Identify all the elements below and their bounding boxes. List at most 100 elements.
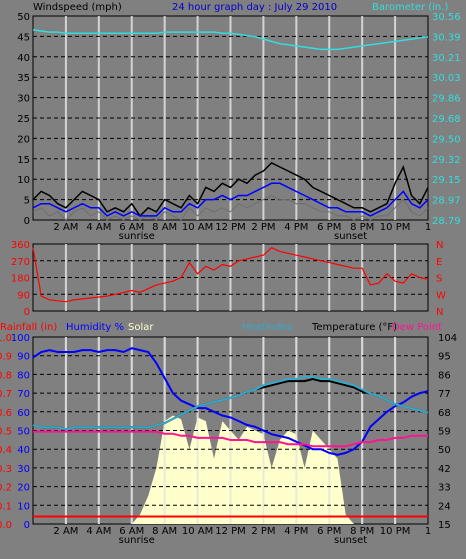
temperature-tick-label: 95: [438, 352, 451, 363]
windspeed-label: Windspeed (mph): [33, 2, 122, 13]
humidity-tick-label: 20: [17, 483, 30, 494]
barometer-tick-label: 30.03: [432, 73, 461, 84]
time-tick-label: 2 AM: [53, 222, 78, 233]
series-barometer: [32, 29, 429, 51]
wind-tick-label: 35: [17, 73, 30, 84]
humidity-tick-label: 50: [17, 427, 30, 438]
series-gust: [32, 194, 429, 221]
rain-tick-label: 0.4: [0, 445, 12, 456]
dewpoint-label: Dew Point: [392, 322, 442, 333]
series-avg_wind: [32, 182, 429, 217]
time-tick-label: 12 PM: [215, 222, 246, 233]
time-tick-label: 6 AM: [119, 526, 144, 537]
wind-tick-label: 0: [24, 216, 30, 227]
direction-tick-label: 0: [24, 307, 30, 318]
time-tick-label: 4 PM: [284, 526, 308, 537]
graph-title: 24 hour graph day : July 29 2010: [172, 2, 337, 13]
barometer-tick-label: 29.15: [432, 175, 461, 186]
sunset-label: sunset: [334, 535, 367, 546]
temperature-tick-label: 104: [438, 333, 457, 344]
temperature-label: Temperature (°F): [311, 322, 397, 333]
rain-tick-label: 0.6: [0, 408, 12, 419]
temperature-tick-label: 68: [438, 408, 451, 419]
humidity-tick-label: 90: [17, 352, 30, 363]
barometer-tick-label: 29.32: [432, 155, 461, 166]
time-tick-label: 6 PM: [317, 526, 341, 537]
rain-tick-label: 0.9: [0, 352, 12, 363]
time-tick-label: 4 PM: [284, 222, 308, 233]
time-tick-label: 8 AM: [152, 222, 177, 233]
temperature-tick-label: 86: [438, 370, 451, 381]
rain-tick-label: 0.5: [0, 427, 12, 438]
rain-tick-label: 0.3: [0, 464, 12, 475]
humidity-tick-label: 80: [17, 370, 30, 381]
time-tick-label: 10 AM: [182, 222, 213, 233]
time-tick-label: 4 AM: [86, 526, 111, 537]
temperature-tick-label: 15: [438, 520, 451, 531]
time-tick-label: 4 AM: [86, 222, 111, 233]
compass-tick-label: N: [436, 240, 443, 251]
compass-tick-label: E: [436, 257, 442, 268]
temperature-tick-label: 59: [438, 427, 451, 438]
humidity-tick-label: 60: [17, 408, 30, 419]
time-tick-label: 1: [425, 526, 431, 537]
direction-tick-label: 90: [17, 290, 30, 301]
barometer-tick-label: 29.68: [432, 114, 461, 125]
time-tick-label: 10 AM: [182, 526, 213, 537]
wind-tick-label: 45: [17, 32, 30, 43]
barometer-tick-label: 29.86: [432, 94, 461, 105]
time-tick-label: 8 PM: [350, 526, 374, 537]
series-dewpoint: [33, 430, 428, 448]
humidity-label: Humidity %: [66, 322, 124, 333]
sunrise-label: sunrise: [119, 231, 155, 242]
rain-tick-label: 0.2: [0, 483, 12, 494]
humidity-tick-label: 0: [24, 520, 30, 531]
wind-tick-label: 25: [17, 114, 30, 125]
time-tick-label: 1: [425, 222, 431, 233]
series-wind-direction: [32, 246, 429, 303]
time-tick-label: 10 PM: [380, 222, 411, 233]
rain-tick-label: 0.7: [0, 389, 12, 400]
humidity-tick-label: 70: [17, 389, 30, 400]
wind-tick-label: 30: [17, 94, 30, 105]
rainfall-label: Rainfall (in): [0, 322, 57, 333]
temperature-tick-label: 77: [438, 389, 451, 400]
time-tick-label: 8 AM: [152, 526, 177, 537]
rain-tick-label: 0.8: [0, 370, 12, 381]
wind-tick-label: 50: [17, 12, 30, 23]
wind-tick-label: 10: [17, 175, 30, 186]
wind-tick-label: 40: [17, 53, 30, 64]
time-tick-label: 2 PM: [251, 526, 275, 537]
compass-tick-label: N: [436, 307, 443, 318]
compass-tick-label: W: [436, 290, 446, 301]
barometer-tick-label: 30.21: [432, 53, 461, 64]
time-tick-label: 8 PM: [350, 222, 374, 233]
wind-tick-label: 5: [24, 196, 30, 207]
series-heatindex: [32, 375, 429, 431]
direction-tick-label: 270: [11, 257, 30, 268]
solar-label: Solar: [128, 322, 154, 333]
time-tick-label: 2 AM: [53, 526, 78, 537]
rain-tick-label: 0.0: [0, 520, 12, 531]
humidity-tick-label: 30: [17, 464, 30, 475]
direction-tick-label: 180: [11, 274, 30, 285]
temperature-tick-label: 50: [438, 445, 451, 456]
barometer-label: Barometer (in.): [372, 2, 448, 13]
compass-tick-label: S: [436, 274, 442, 285]
temperature-tick-label: 24: [438, 501, 451, 512]
barometer-tick-label: 29.50: [432, 134, 461, 145]
time-tick-label: 10 PM: [380, 526, 411, 537]
wind-tick-label: 15: [17, 155, 30, 166]
rain-tick-label: 0.1: [0, 501, 12, 512]
time-tick-label: 6 PM: [317, 222, 341, 233]
barometer-tick-label: 28.97: [432, 196, 461, 207]
wind-tick-label: 20: [17, 134, 30, 145]
humidity-tick-label: 10: [17, 501, 30, 512]
time-tick-label: 2 PM: [251, 222, 275, 233]
sunset-label: sunset: [334, 231, 367, 242]
series-wind: [32, 161, 429, 218]
rain-tick-label: 1.0: [0, 333, 12, 344]
humidity-tick-label: 100: [11, 333, 30, 344]
temperature-tick-label: 42: [438, 464, 451, 475]
